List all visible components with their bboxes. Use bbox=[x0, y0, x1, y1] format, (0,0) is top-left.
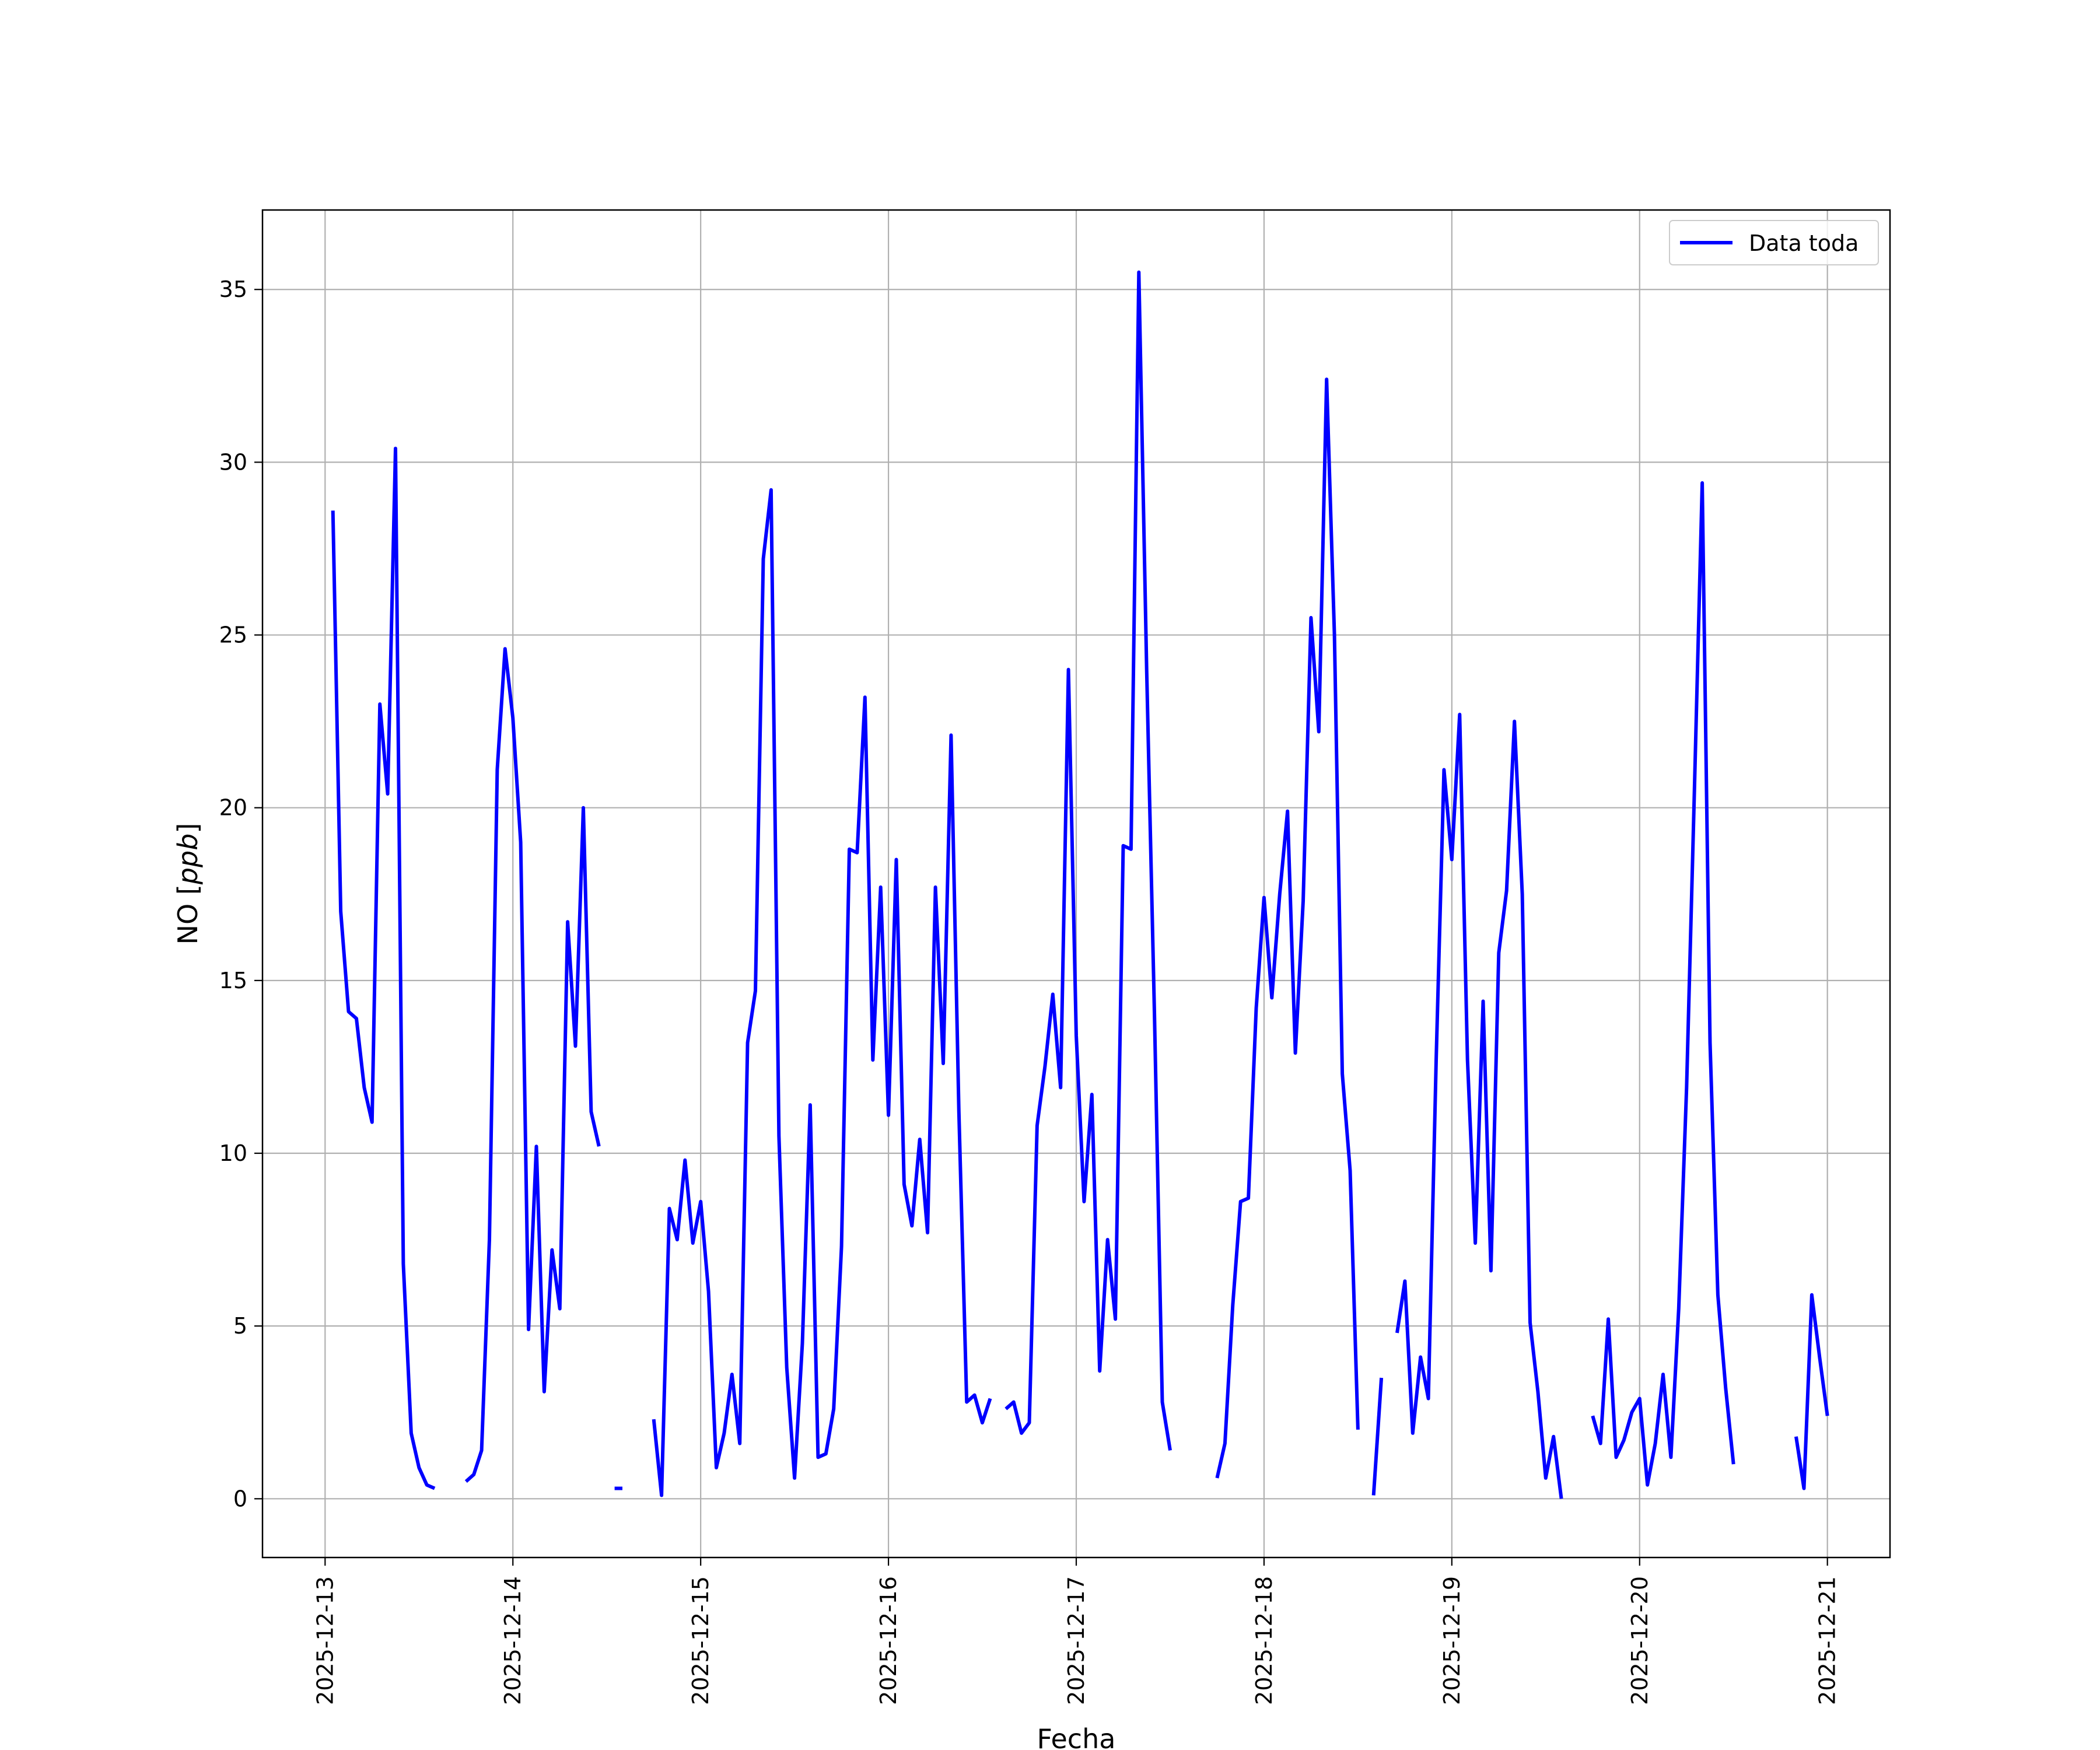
x-tick-label: 2025-12-14 bbox=[500, 1576, 526, 1705]
series-line-segment bbox=[652, 488, 992, 1497]
x-tick-label: 2025-12-15 bbox=[688, 1576, 713, 1705]
series-line-segment bbox=[464, 647, 601, 1483]
y-tick-label: 15 bbox=[219, 968, 247, 993]
legend: Data toda bbox=[1669, 220, 1879, 265]
x-tick-label: 2025-12-17 bbox=[1063, 1576, 1089, 1705]
legend-box bbox=[1669, 220, 1879, 265]
y-axis-label-unit: ppb bbox=[172, 834, 204, 886]
y-tick-label: 35 bbox=[219, 276, 247, 302]
x-tick-label: 2025-12-19 bbox=[1439, 1576, 1465, 1705]
series-line-segment bbox=[1395, 712, 1563, 1499]
x-tick-label: 2025-12-20 bbox=[1627, 1576, 1653, 1705]
series-line-segment bbox=[1591, 481, 1735, 1487]
x-axis-label: Fecha bbox=[1037, 1723, 1116, 1750]
series-line-segment bbox=[331, 446, 436, 1490]
y-tick-label: 30 bbox=[219, 449, 247, 475]
x-tick-label: 2025-12-18 bbox=[1251, 1576, 1277, 1705]
y-axis-label-prefix: NO [ bbox=[172, 884, 204, 944]
series-0 bbox=[331, 270, 1829, 1499]
y-tick-label: 0 bbox=[233, 1486, 247, 1511]
x-tick-label: 2025-12-13 bbox=[312, 1576, 338, 1705]
y-tick-label: 25 bbox=[219, 622, 247, 648]
series-line-segment bbox=[1794, 1293, 1829, 1490]
series-line-segment bbox=[1215, 377, 1360, 1479]
y-axis-label-suffix: ] bbox=[172, 823, 204, 834]
y-tick-label: 10 bbox=[219, 1140, 247, 1166]
y-axis-ticks: 0 5 10 15 20 25 30 35 bbox=[219, 276, 262, 1511]
y-axis-label: NO [ppb] bbox=[172, 823, 204, 945]
y-tick-label: 5 bbox=[233, 1313, 247, 1339]
series-line-segment bbox=[1005, 270, 1172, 1451]
y-tick-label: 20 bbox=[219, 795, 247, 821]
x-tick-label: 2025-12-21 bbox=[1815, 1576, 1840, 1705]
x-tick-label: 2025-12-16 bbox=[876, 1576, 901, 1705]
series-group bbox=[331, 270, 1829, 1499]
series-line-segment bbox=[1371, 1377, 1384, 1496]
legend-label: Data toda bbox=[1749, 230, 1859, 256]
grid bbox=[262, 210, 1890, 1558]
x-axis-ticks: 2025-12-13 2025-12-14 2025-12-15 2025-12-16… bbox=[312, 1558, 1840, 1705]
